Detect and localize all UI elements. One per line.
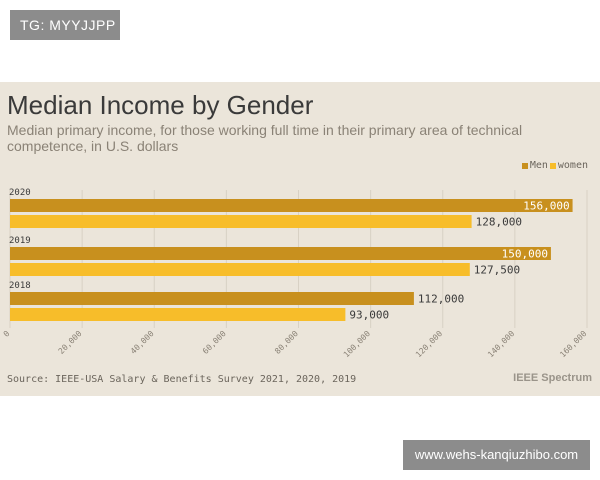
bar-2020-men <box>10 199 573 212</box>
x-tick-label-1: 20,000 <box>57 329 84 356</box>
data-label-2020-women: 128,000 <box>476 216 522 229</box>
watermark-url: www.wehs-kanqiuzhibo.com <box>403 440 590 470</box>
legend-swatch-women <box>549 162 556 169</box>
chart-card: 2020 156,000 128,000 2019 150,000 127,500 2018… <box>0 82 600 396</box>
chart-subtitle: Median primary income, for those working… <box>7 122 523 154</box>
data-label-2019-women: 127,500 <box>474 264 520 277</box>
legend-item-women: women <box>549 160 588 171</box>
category-label-2020: 2020 <box>9 188 31 198</box>
x-tick-label-7: 140,000 <box>486 329 516 359</box>
x-tick-label-0: 0 <box>2 329 12 339</box>
x-tick-label-2: 40,000 <box>129 329 156 356</box>
x-tick-label-6: 120,000 <box>414 329 444 359</box>
bar-2018-women <box>10 308 346 321</box>
chart-source: Source: IEEE-USA Salary & Benefits Surve… <box>7 374 357 385</box>
data-label-2018-men: 112,000 <box>418 293 464 306</box>
brand-logo: IEEE Spectrum <box>513 372 592 384</box>
watermark-tag: TG: MYYJJPP <box>10 10 120 40</box>
data-label-2019-men: 150,000 <box>502 248 548 261</box>
bar-2018-men <box>10 292 414 305</box>
legend-item-men: Men <box>521 160 548 171</box>
x-tick-label-8: 160,000 <box>558 329 588 359</box>
bar-2019-men <box>10 247 551 260</box>
chart-legend: Men women <box>521 160 588 171</box>
legend-swatch-men <box>521 162 528 169</box>
category-label-2019: 2019 <box>9 236 31 246</box>
chart-title: Median Income by Gender <box>7 90 314 120</box>
category-label-2018: 2018 <box>9 281 31 291</box>
data-label-2018-women: 93,000 <box>349 309 389 322</box>
bar-2020-women <box>10 215 472 228</box>
legend-label-women: women <box>557 160 588 171</box>
x-tick-label-3: 60,000 <box>201 329 228 356</box>
bar-2019-women <box>10 263 470 276</box>
x-tick-label-4: 80,000 <box>273 329 300 356</box>
legend-label-men: Men <box>529 160 548 171</box>
data-label-2020-men: 156,000 <box>523 200 569 213</box>
x-tick-label-5: 100,000 <box>342 329 372 359</box>
